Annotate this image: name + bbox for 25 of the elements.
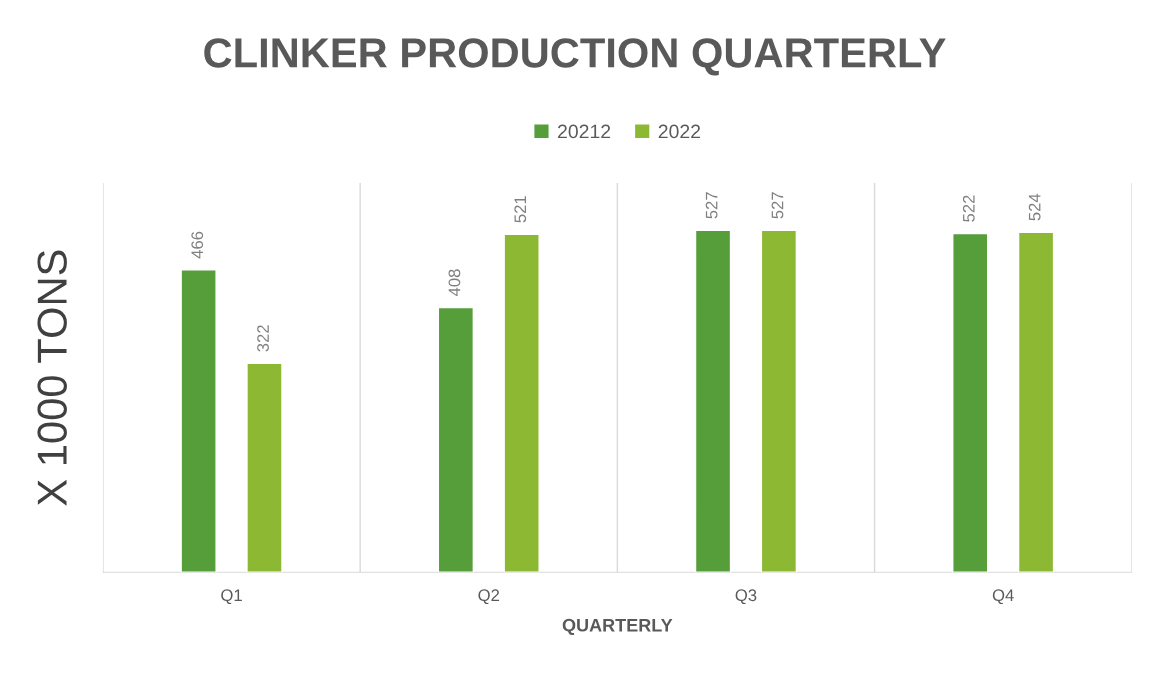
x-tick-label: Q3 [735,589,757,605]
bar [760,229,798,573]
x-tick-label: Q1 [221,589,242,605]
bar [694,229,732,573]
x-tick-label: Q2 [478,589,500,605]
data-label: 527 [771,192,784,219]
data-label: 322 [257,325,269,352]
legend-label: 20212 [558,124,611,139]
legend-label: 2022 [658,124,701,139]
chart-title: CLINKER PRODUCTION QUARTERLY [204,38,946,76]
data-label: 408 [448,269,461,297]
data-label: 466 [191,231,204,259]
x-tick-label: Q4 [992,589,1014,605]
bar [180,269,217,573]
data-label: 522 [962,195,975,222]
y-axis-title: X 1000 TONS [37,250,67,506]
bar [437,306,475,573]
data-label: 521 [514,196,527,223]
data-label: 524 [1028,193,1041,221]
bar [952,232,989,573]
bar [503,233,540,573]
data-label: 527 [705,192,718,219]
bar [1017,231,1055,573]
x-axis-title: QUARTERLY [562,618,673,635]
bar [246,362,283,573]
